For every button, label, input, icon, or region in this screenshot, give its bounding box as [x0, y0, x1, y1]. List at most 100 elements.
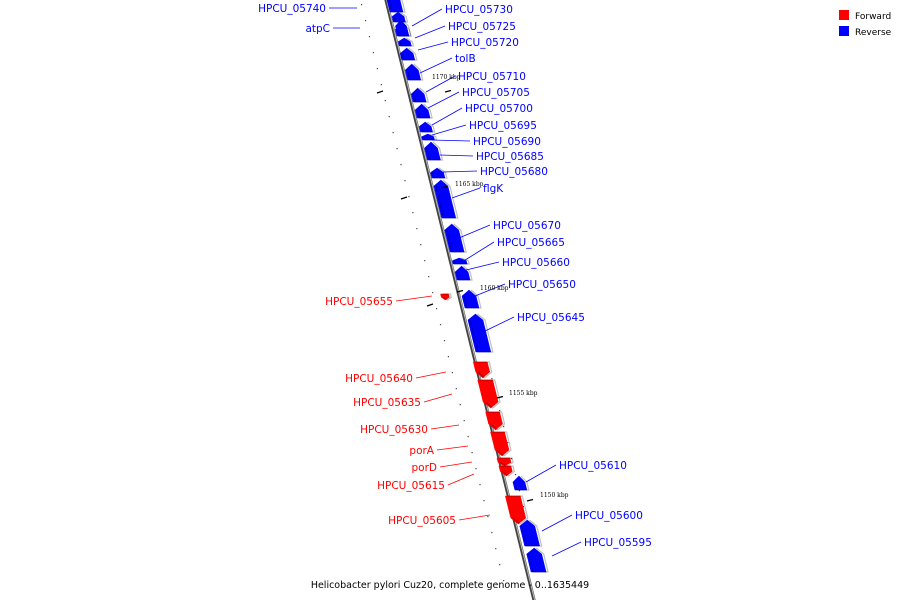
gene-labels: HPCU_05740 atpC HPCU_05730 HPCU_05725 HPCU_0…	[258, 3, 652, 549]
minor-tick	[412, 212, 414, 214]
map-caption: Helicobacter pylori Cuz20, complete geno…	[311, 580, 589, 591]
gene-label: HPCU_05655	[325, 296, 393, 308]
gene-arrow-hpcu_05655	[440, 293, 453, 301]
legend: Forward Reverse	[839, 10, 892, 38]
kbp-tick-mark	[444, 89, 452, 93]
minor-tick	[408, 196, 410, 198]
leader-line	[458, 224, 491, 239]
gene-label: HPCU_05730	[445, 4, 513, 16]
minor-tick	[475, 468, 477, 470]
minor-tick	[491, 532, 493, 534]
minor-tick	[518, 490, 521, 492]
minor-tick	[499, 410, 501, 412]
leader-line	[431, 107, 463, 126]
leader-line	[423, 393, 453, 403]
leader-line	[482, 316, 515, 333]
leader-line	[461, 241, 495, 263]
kbp-tick-mark	[526, 498, 534, 502]
minor-tick	[392, 132, 394, 134]
gene-label: HPCU_05660	[502, 257, 570, 269]
gene-features	[386, 0, 549, 573]
gene-label: HPCU_05605	[388, 515, 456, 527]
minor-tick	[503, 426, 505, 428]
gene-label: HPCU_05595	[584, 537, 652, 549]
leader-line	[442, 170, 478, 173]
minor-tick	[483, 500, 485, 502]
minor-tick	[522, 506, 525, 508]
gene-arrow-hpcu_05680	[430, 167, 448, 179]
kbp-tick-label: 1165 kbp	[455, 181, 484, 188]
leader-line	[415, 371, 447, 379]
gene-label: HPCU_05685	[476, 151, 544, 163]
leader-line	[525, 464, 557, 483]
minor-tick	[420, 244, 422, 246]
gene-label: HPCU_05665	[497, 237, 565, 249]
minor-tick	[400, 164, 402, 166]
gene-arrow-hpcu_05650	[461, 289, 482, 309]
leader-line	[431, 124, 467, 136]
gene-label: atpC	[305, 23, 330, 35]
gene-arrow-flgk	[433, 179, 459, 219]
kbp-tick-label: 1170 kbp	[432, 74, 461, 81]
gene-label: HPCU_05720	[451, 37, 519, 49]
leader-line	[551, 541, 582, 557]
gene-arrow-hpcu_05600	[519, 519, 543, 547]
kbp-tick-mark	[376, 90, 384, 94]
minor-tick	[514, 474, 517, 476]
minor-tick	[364, 20, 367, 22]
leader-line	[451, 187, 481, 199]
gene-label: HPCU_05695	[469, 120, 537, 132]
kbp-tick-mark	[496, 395, 504, 399]
legend-reverse-swatch	[839, 26, 849, 36]
minor-tick	[404, 180, 406, 182]
minor-tick	[396, 148, 398, 150]
minor-tick	[384, 100, 386, 102]
label-leader-lines	[329, 7, 582, 557]
gene-arrow-hpcu_05670	[444, 223, 467, 253]
kbp-tick-mark	[426, 303, 434, 307]
legend-reverse-label: Reverse	[855, 28, 892, 38]
leader-line	[425, 75, 456, 93]
gene-arrow-hpcu_05630	[485, 411, 506, 431]
gene-label: porD	[412, 462, 438, 474]
leader-line	[439, 154, 474, 157]
minor-tick	[424, 260, 426, 262]
leader-line	[411, 8, 443, 27]
kbp-tick-label: 1160 kbp	[480, 285, 509, 292]
gene-arrow-pord	[496, 457, 514, 467]
gene-label: HPCU_05740	[258, 3, 326, 15]
gene-arrow-hpcu_05635	[477, 379, 501, 409]
minor-tick	[435, 308, 438, 310]
minor-tick	[432, 292, 434, 294]
minor-tick	[447, 356, 450, 358]
gene-arrow-hpcu_05700	[414, 103, 433, 119]
kbp-tick-label: 1155 kbp	[509, 390, 538, 397]
gene-label: HPCU_05680	[480, 166, 548, 178]
leader-line	[430, 424, 460, 430]
gene-label: porA	[409, 445, 434, 457]
kbp-tick-mark	[456, 289, 464, 293]
leader-line	[395, 295, 433, 302]
gene-arrow-hpcu_05690	[421, 133, 438, 141]
minor-tick	[416, 228, 418, 230]
minor-tick	[459, 404, 461, 406]
gene-label: HPCU_05615	[377, 480, 445, 492]
gene-arrow-hpcu_05610	[512, 475, 530, 491]
leader-line	[458, 514, 491, 521]
minor-tick	[471, 452, 473, 454]
minor-tick	[360, 4, 363, 6]
minor-tick	[507, 442, 509, 444]
leader-line	[414, 25, 446, 39]
minor-tick	[479, 484, 481, 486]
minor-tick	[376, 68, 378, 70]
leader-line	[541, 514, 573, 532]
gene-label: HPCU_05690	[473, 136, 541, 148]
gene-label: flgK	[483, 183, 504, 195]
gene-arrow-tolb	[399, 47, 418, 61]
leader-line	[417, 41, 449, 51]
gene-label: HPCU_05705	[462, 87, 530, 99]
gene-label: HPCU_05650	[508, 279, 576, 291]
minor-tick	[368, 36, 371, 38]
gene-arrow-hpcu_05705	[410, 87, 429, 103]
